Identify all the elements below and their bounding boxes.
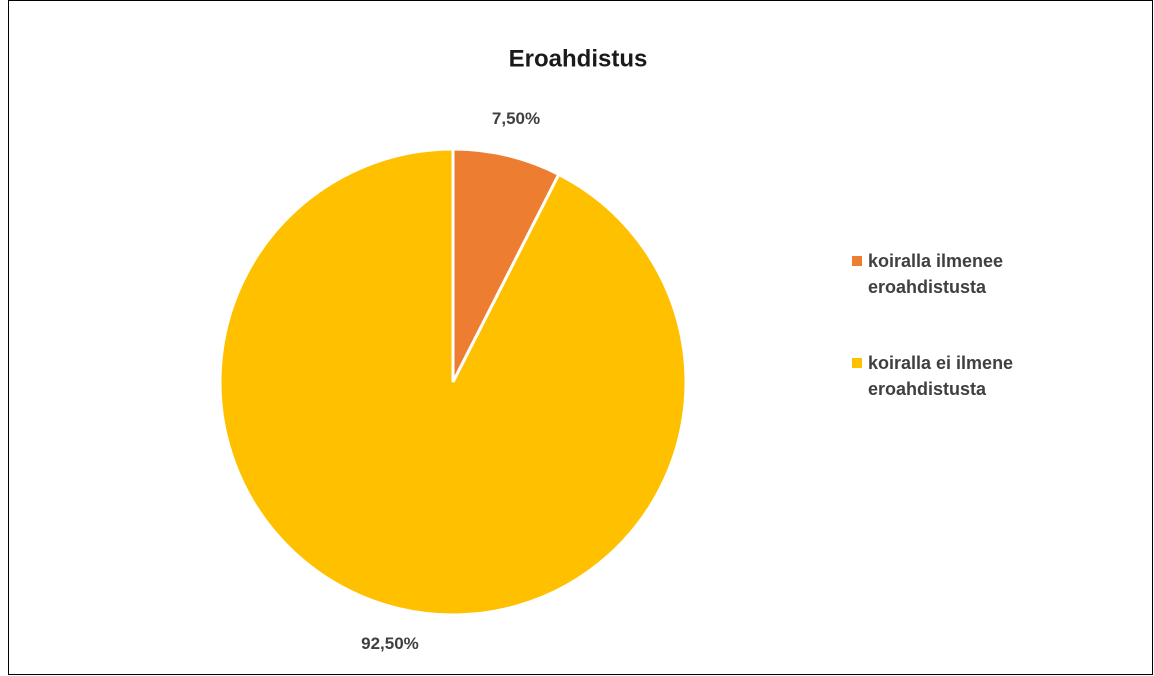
legend-swatch — [852, 256, 862, 266]
pie-slice — [218, 147, 688, 617]
chart-title: Eroahdistus — [509, 45, 648, 72]
legend: koiralla ilmenee eroahdistusta koiralla e… — [852, 248, 1032, 452]
legend-label: koiralla ilmenee eroahdistusta — [868, 251, 1004, 297]
legend-swatch — [852, 358, 862, 368]
data-label: 92,50% — [361, 634, 419, 653]
legend-label: koiralla ei ilmene eroahdistusta — [868, 353, 1014, 399]
data-label: 7,50% — [492, 109, 540, 128]
legend-item: koiralla ei ilmene eroahdistusta — [852, 350, 1032, 402]
legend-item: koiralla ilmenee eroahdistusta — [852, 248, 1032, 300]
pie-slice — [451, 147, 561, 383]
